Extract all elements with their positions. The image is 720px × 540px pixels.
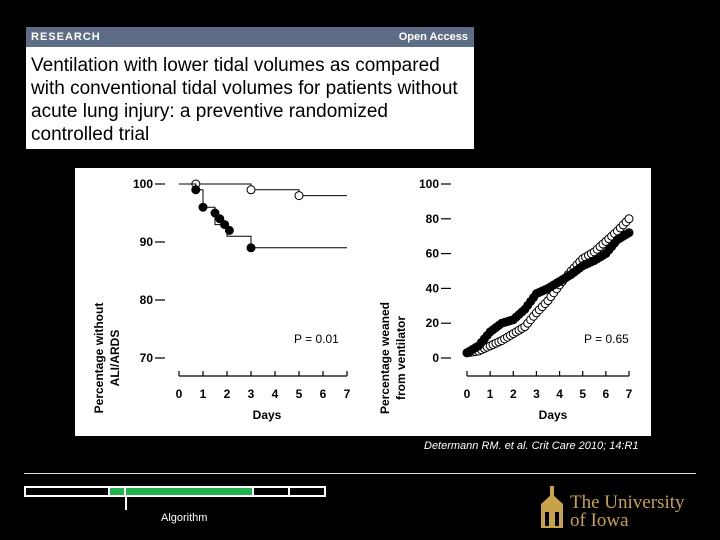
divider-line bbox=[24, 473, 696, 474]
timeline-segment-1 bbox=[24, 486, 110, 497]
y-tick-label: 100 bbox=[133, 177, 153, 191]
open-access-label: Open Access bbox=[398, 31, 468, 43]
right-ylabel-line1: Percentage weaned bbox=[378, 302, 392, 414]
x-tick-label: 2 bbox=[224, 387, 231, 401]
svg-text:of Iowa: of Iowa bbox=[570, 510, 629, 530]
citation: Determann RM. et al. Crit Care 2010; 14:… bbox=[424, 440, 639, 452]
left-ylabel-line2: ALI/ARDS bbox=[108, 330, 122, 387]
y-tick-label: 20 bbox=[426, 316, 440, 330]
progress-timeline bbox=[24, 486, 326, 497]
intervention-point bbox=[624, 228, 634, 238]
x-tick-label: 6 bbox=[603, 387, 610, 401]
x-tick-label: 5 bbox=[296, 387, 303, 401]
x-tick-label: 0 bbox=[176, 387, 183, 401]
intervention-point bbox=[224, 225, 234, 235]
figure-panel: Percentage without ALI/ARDS Days P = 0.0… bbox=[75, 168, 651, 436]
x-tick-label: 0 bbox=[464, 387, 471, 401]
y-tick-label: 90 bbox=[140, 235, 154, 249]
y-tick-label: 80 bbox=[140, 293, 154, 307]
y-tick-label: 80 bbox=[426, 212, 440, 226]
x-tick-label: 2 bbox=[510, 387, 517, 401]
svg-text:The University: The University bbox=[570, 492, 685, 513]
control-line bbox=[179, 183, 347, 197]
x-tick-label: 1 bbox=[487, 387, 494, 401]
right-ylabel-line2: from ventilator bbox=[394, 316, 408, 400]
x-tick-label: 7 bbox=[626, 387, 633, 401]
x-tick-label: 3 bbox=[533, 387, 540, 401]
x-tick-label: 7 bbox=[344, 387, 351, 401]
figure-svg: Percentage without ALI/ARDS Days P = 0.0… bbox=[92, 177, 634, 422]
y-tick-label: 70 bbox=[140, 351, 154, 365]
timeline-segment-4 bbox=[252, 486, 290, 497]
intervention-point bbox=[210, 208, 220, 218]
timeline-marker bbox=[125, 496, 127, 510]
control-point bbox=[246, 185, 256, 195]
intervention-line bbox=[179, 183, 347, 249]
x-tick-label: 5 bbox=[579, 387, 586, 401]
intervention-point bbox=[220, 220, 230, 230]
intervention-point bbox=[198, 202, 208, 212]
right-xlabel: Days bbox=[539, 408, 568, 422]
paper-header-bar: RESEARCH Open Access bbox=[26, 27, 474, 47]
intervention-point bbox=[246, 243, 256, 253]
timeline-segment-5 bbox=[288, 486, 326, 497]
x-tick-label: 6 bbox=[320, 387, 327, 401]
timeline-segment-3 bbox=[124, 486, 254, 497]
right-pvalue: P = 0.65 bbox=[584, 332, 629, 346]
university-logo: The University of Iowa bbox=[538, 484, 698, 531]
y-tick-label: 60 bbox=[426, 247, 440, 261]
left-ylabel-line1: Percentage without bbox=[92, 303, 106, 414]
x-tick-label: 4 bbox=[272, 387, 279, 401]
y-tick-label: 0 bbox=[432, 351, 439, 365]
x-tick-label: 4 bbox=[556, 387, 563, 401]
university-logo-graphic: The University of Iowa bbox=[541, 486, 685, 531]
x-tick-label: 1 bbox=[200, 387, 207, 401]
control-point bbox=[294, 191, 304, 201]
paper-title: Ventilation with lower tidal volumes as … bbox=[31, 55, 458, 145]
left-pvalue: P = 0.01 bbox=[294, 332, 339, 346]
y-tick-label: 40 bbox=[426, 281, 440, 295]
x-tick-label: 3 bbox=[248, 387, 255, 401]
y-tick-label: 100 bbox=[419, 177, 439, 191]
intervention-point bbox=[191, 185, 201, 195]
paper-section-label: RESEARCH bbox=[31, 31, 101, 43]
control-point bbox=[624, 214, 634, 224]
paper-header: RESEARCH Open Access Ventilation with lo… bbox=[26, 27, 474, 149]
timeline-label: Algorithm bbox=[161, 512, 208, 524]
left-xlabel: Days bbox=[253, 408, 282, 422]
intervention-point bbox=[215, 214, 225, 224]
